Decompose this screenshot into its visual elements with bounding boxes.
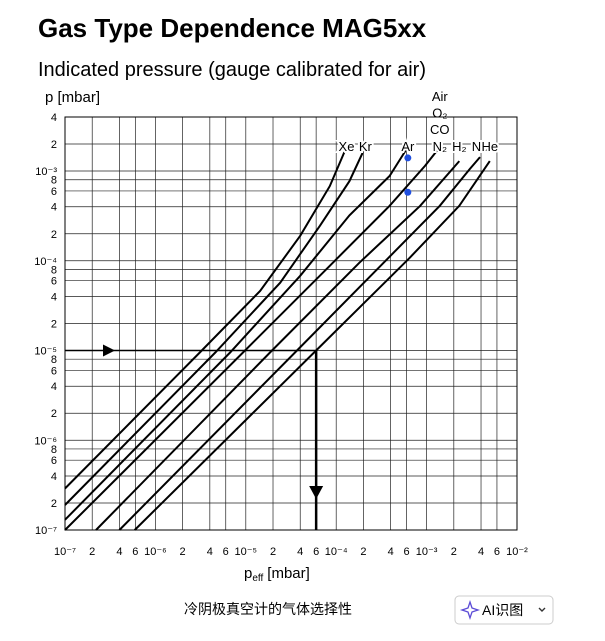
gas-curve: [64, 146, 409, 521]
y-tick-label: 10⁻⁵: [34, 346, 57, 358]
y-tick-label: 8: [51, 264, 57, 276]
x-tick-label: 6: [313, 546, 319, 558]
x-tick-label: 4: [388, 546, 394, 558]
y-tick-label: 2: [51, 319, 57, 331]
x-tick-label: 4: [297, 546, 303, 558]
x-tick-label: 10⁻⁵: [234, 546, 257, 558]
y-tick-label: 6: [51, 186, 57, 198]
x-tick-label: 6: [403, 546, 409, 558]
x-tick-label: 2: [180, 546, 186, 558]
x-label-sub: eff: [252, 573, 263, 584]
x-tick-label: 10⁻⁷: [54, 546, 76, 558]
y-tick-label: 10⁻⁶: [34, 435, 57, 447]
x-tick-label: 10⁻⁶: [144, 546, 167, 558]
plot-frame: [64, 116, 518, 531]
x-tick-label: 2: [270, 546, 276, 558]
x-tick-label: 6: [494, 546, 500, 558]
x-tick-label: 4: [478, 546, 484, 558]
y-tick-label: 8: [51, 444, 57, 456]
y-tick-label: 8: [51, 175, 57, 187]
marker-dot: [404, 154, 412, 162]
x-tick-label: 4: [207, 546, 213, 558]
x-tick-label: 4: [116, 546, 122, 558]
y-tick-label: 10⁻³: [35, 166, 57, 178]
y-tick-label: 8: [51, 354, 57, 366]
x-label-main: p: [244, 565, 252, 582]
button-label: AI识图: [482, 602, 523, 618]
curve-alias: Air: [432, 89, 449, 104]
y-tick-label: 2: [51, 498, 57, 510]
y-tick-label: 4: [51, 112, 57, 124]
y-axis-label: p [mbar]: [45, 89, 100, 106]
chart-title: Gas Type Dependence MAG5xx: [38, 13, 427, 43]
x-axis-label: peff [mbar]: [244, 565, 310, 584]
y-tick-label: 4: [51, 381, 57, 393]
y-tick-label: 4: [51, 202, 57, 214]
gas-curve: [95, 160, 461, 531]
curve-label: He: [481, 139, 498, 154]
y-tick-label: 2: [51, 408, 57, 420]
x-tick-label: 10⁻³: [416, 546, 438, 558]
curve-label: N₂: [433, 139, 447, 154]
gas-curve: [64, 146, 441, 531]
x-tick-label: 2: [451, 546, 457, 558]
y-tick-label: 2: [51, 139, 57, 151]
y-tick-label: 6: [51, 276, 57, 288]
y-tick-label: 10⁻⁷: [35, 525, 57, 537]
y-tick-label: 4: [51, 471, 57, 483]
y-tick-label: 4: [51, 291, 57, 303]
button-frame[interactable]: [454, 595, 554, 625]
chart-subtitle: Indicated pressure (gauge calibrated for…: [38, 59, 426, 81]
caption: 冷阴极真空计的气体选择性: [184, 601, 352, 617]
gas-curve: [64, 146, 367, 506]
ai-button[interactable]: AI识图: [454, 595, 554, 625]
curve-label: Ne: [472, 139, 489, 154]
curve-alias: O₂: [432, 106, 447, 121]
y-tick-label: 6: [51, 365, 57, 377]
y-tick-label: 10⁻⁴: [34, 256, 57, 268]
x-tick-label: 2: [89, 546, 95, 558]
curve-label: H₂: [452, 139, 466, 154]
x-tick-label: 10⁻²: [506, 546, 528, 558]
chevron: [538, 607, 546, 612]
arrow-down: [309, 486, 324, 499]
sparkle-icon: [459, 599, 481, 621]
gas-curve: [133, 160, 491, 531]
curve-label: Ar: [401, 139, 415, 154]
x-tick-label: 10⁻⁴: [325, 546, 348, 558]
marker-dot: [404, 188, 412, 196]
curve-alias: CO: [430, 122, 450, 137]
curve-label: Kr: [359, 139, 373, 154]
arrow-right: [103, 344, 115, 357]
gas-curve: [118, 156, 481, 531]
x-tick-label: 6: [223, 546, 229, 558]
x-tick-label: 6: [132, 546, 138, 558]
gas-curve: [64, 146, 348, 490]
x-label-unit: [mbar]: [267, 565, 310, 582]
y-tick-label: 6: [51, 455, 57, 467]
curve-label: Xe: [339, 139, 355, 154]
x-tick-label: 2: [360, 546, 366, 558]
y-tick-label: 2: [51, 229, 57, 241]
